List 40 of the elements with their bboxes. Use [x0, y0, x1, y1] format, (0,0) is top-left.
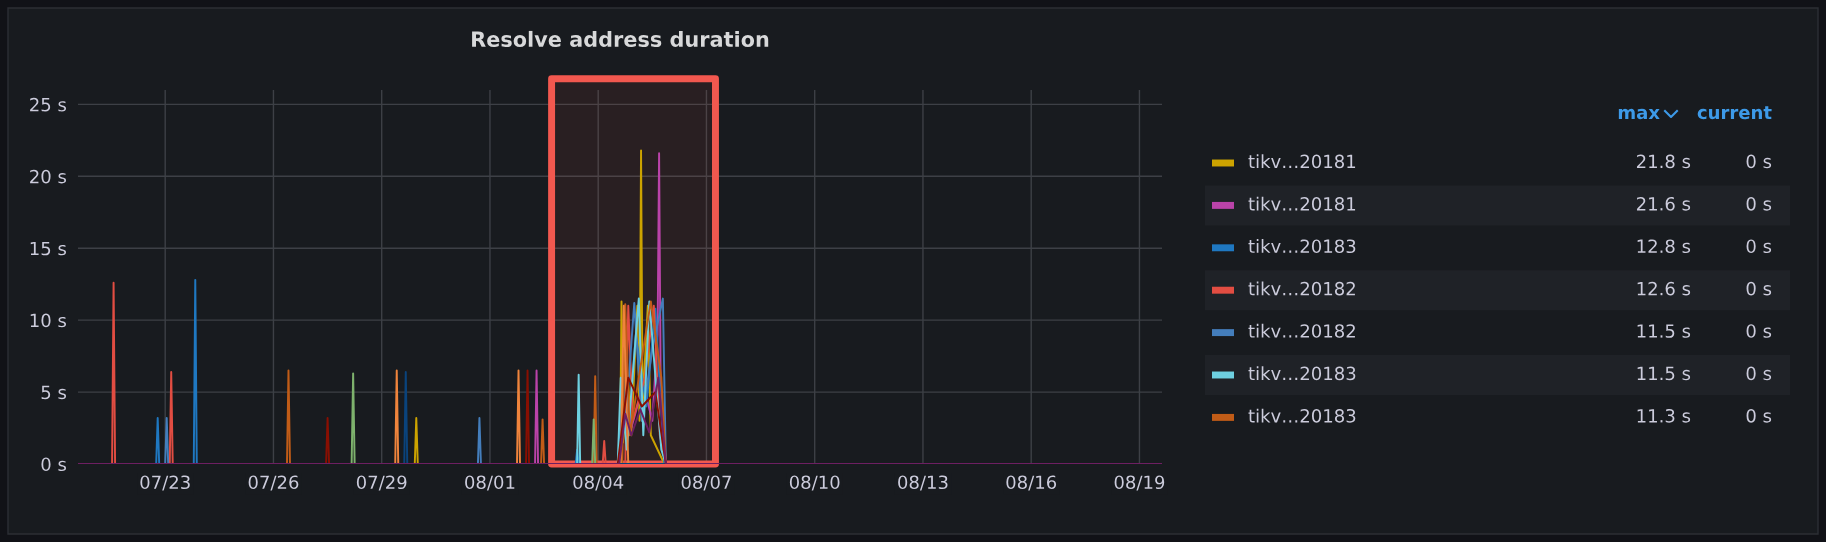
text: max	[1618, 108, 1660, 120]
chart-title: Resolve address duration	[472, 30, 769, 48]
legend-label: tikv…20182	[1248, 323, 1355, 338]
text: 11.5 s	[1637, 366, 1691, 381]
legend-label: tikv…20181	[1248, 196, 1356, 211]
x-tick-label: 08/01	[465, 475, 515, 491]
legend-label: tikv…20183	[1248, 408, 1356, 423]
x-tick-label: 08/10	[789, 475, 840, 491]
x-tick-label: 08/16	[1006, 475, 1057, 491]
x-tick-label: 07/26	[248, 475, 299, 491]
text: current	[1697, 106, 1772, 120]
y-tick-label: 15 s	[30, 241, 67, 256]
text: 0 s	[1746, 366, 1772, 381]
text: 21.8 s	[1636, 154, 1691, 169]
x-tick-label: 07/23	[140, 475, 190, 491]
x-tick-label: 08/07	[681, 475, 731, 491]
text: 0 s	[1746, 408, 1772, 423]
x-tick-label: 08/04	[573, 475, 624, 491]
text: 0 s	[1746, 324, 1772, 338]
text: 11.5 s	[1637, 324, 1691, 338]
legend-label: tikv…20183	[1248, 366, 1356, 381]
y-tick-label: 0 s	[41, 457, 67, 472]
y-tick-label: 20 s	[30, 169, 67, 184]
text: 0 s	[1746, 281, 1772, 296]
x-tick-label: 08/13	[898, 475, 948, 491]
text: 21.6 s	[1636, 196, 1691, 211]
text: 0 s	[1746, 196, 1772, 211]
x-tick-label: 07/29	[356, 475, 407, 491]
y-tick-label: 10 s	[30, 313, 67, 328]
text: 12.6 s	[1637, 281, 1691, 296]
y-tick-label: 25 s	[30, 97, 67, 112]
legend-label: tikv…20182	[1248, 281, 1355, 296]
legend-label: tikv…20183	[1248, 239, 1356, 254]
legend-label: tikv…20181	[1248, 154, 1356, 169]
text: 0 s	[1746, 239, 1772, 254]
x-tick-label: 08/19	[1114, 475, 1165, 491]
text: 0 s	[1746, 154, 1772, 169]
text: 11.3 s	[1637, 408, 1691, 423]
y-tick-label: 5 s	[41, 385, 67, 400]
text: 12.8 s	[1637, 239, 1691, 254]
